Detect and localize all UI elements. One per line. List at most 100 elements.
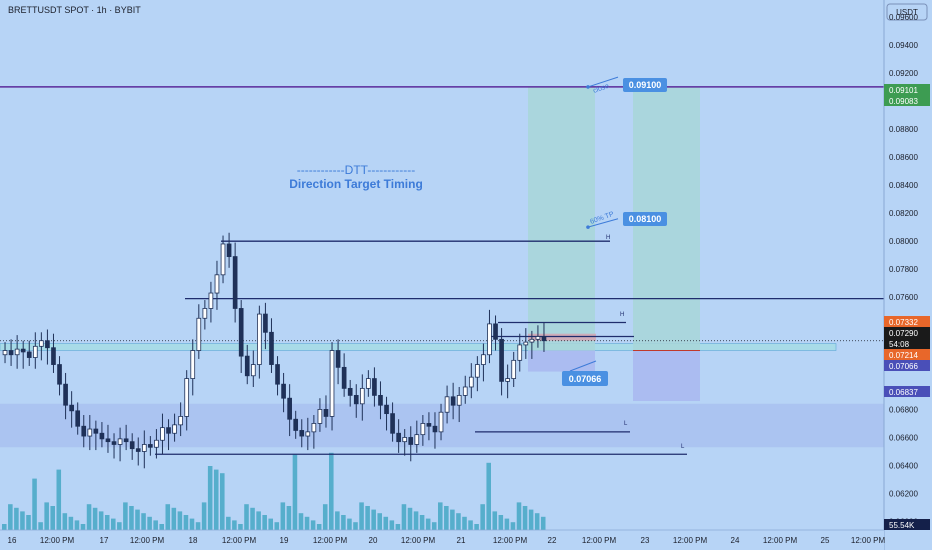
candle-body (517, 344, 523, 361)
candle-body (250, 364, 256, 377)
candle-body (75, 410, 81, 427)
volume-bar (401, 504, 407, 530)
time-tick-label: 12:00 PM (673, 536, 708, 545)
time-tick-label: 12:00 PM (40, 536, 75, 545)
volume-bar (359, 502, 364, 530)
candle-body (129, 441, 135, 450)
volume-bar (104, 515, 110, 530)
candle-body (172, 424, 177, 434)
price-tick-label: 0.08000 (889, 237, 918, 246)
volume-bar (329, 452, 334, 530)
price-tick-label: 0.07800 (889, 265, 918, 274)
volume-bar (292, 454, 298, 530)
volume-bar (486, 462, 491, 530)
time-tick-label: 12:00 PM (401, 536, 436, 545)
price-tick-label: 0.06400 (889, 462, 918, 471)
volume-bar (353, 522, 358, 530)
currency-box (886, 3, 928, 21)
candle-body (281, 383, 286, 399)
volume-bar (474, 524, 479, 530)
candle-body (414, 434, 420, 445)
volume-bar (262, 515, 267, 530)
volume-bar (516, 502, 522, 530)
candle-body (468, 376, 474, 388)
volume-bar (280, 502, 286, 530)
price-badge (884, 327, 930, 338)
candle-body (148, 444, 153, 448)
time-tick-label: 24 (731, 536, 740, 545)
price-badge-label: 0.07290 (889, 329, 918, 338)
volume-bar (195, 522, 201, 530)
price-tick-label: 0.09600 (889, 13, 918, 22)
volume-bar (510, 522, 516, 530)
candle-body (535, 336, 541, 340)
volume-bar (232, 520, 237, 530)
stop-value: 0.07066 (569, 374, 602, 384)
volume-bar (335, 511, 340, 530)
volume-bar (431, 522, 437, 530)
candle-body (499, 338, 504, 382)
volume-bar (310, 520, 316, 530)
candle-body (341, 366, 347, 389)
volume-bar (395, 524, 401, 530)
time-tick-label: 12:00 PM (130, 536, 165, 545)
price-badge-label: 0.06837 (889, 388, 918, 397)
time-tick-label: 25 (821, 536, 830, 545)
candle-body (87, 428, 93, 437)
candle-body (305, 431, 311, 437)
volume-bar (2, 524, 7, 530)
candle-body (220, 243, 226, 276)
volume-bar (220, 473, 225, 530)
candle-body (378, 394, 383, 406)
price-badge (884, 349, 930, 360)
candle-body (184, 378, 190, 417)
volume-bar (298, 513, 304, 530)
volume-bar (123, 502, 128, 530)
volume-bar (462, 516, 467, 530)
candle-body (390, 413, 395, 434)
volume-bar (159, 524, 164, 530)
consolidation-band (0, 343, 837, 351)
candle-body (135, 448, 141, 452)
candle-body (456, 394, 462, 406)
candle-body (444, 396, 450, 413)
volume-bar (540, 516, 546, 530)
level-marker-low-2: L (681, 444, 685, 450)
volume-bar (62, 513, 68, 530)
candle-body (511, 359, 517, 379)
candle-body (32, 345, 38, 358)
candle-body (26, 351, 32, 358)
candle-body (269, 331, 274, 365)
volume-bar (213, 469, 219, 530)
candle-body (45, 340, 50, 349)
volume-bar (32, 478, 37, 530)
level-marker-low-1: L (624, 421, 628, 427)
volume-bar (183, 515, 189, 530)
candle-body (396, 432, 401, 443)
volume-bar (20, 511, 25, 530)
price-badge (884, 95, 930, 106)
candle-body (263, 313, 268, 333)
candle-body (275, 364, 280, 385)
candle-body (529, 338, 535, 343)
price-badge-label: 0.09083 (889, 97, 918, 106)
candles-layer (2, 232, 547, 469)
candle-body (408, 437, 414, 445)
candle-body (359, 387, 365, 405)
price-tick-label: 0.08800 (889, 125, 918, 134)
candle-body (523, 341, 529, 346)
target-tp-badge (623, 212, 667, 226)
candle-body (335, 350, 341, 368)
candle-body (481, 354, 486, 365)
volume-bar (92, 507, 98, 530)
price-badge (884, 386, 930, 397)
candle-body (432, 425, 438, 433)
price-tick-label: 0.08400 (889, 181, 918, 190)
candle-body (493, 323, 498, 340)
volume-bar (534, 513, 540, 530)
candle-body (402, 437, 408, 443)
candle-body (141, 444, 147, 452)
volume-bar (522, 506, 528, 530)
volume-bar (250, 507, 255, 530)
